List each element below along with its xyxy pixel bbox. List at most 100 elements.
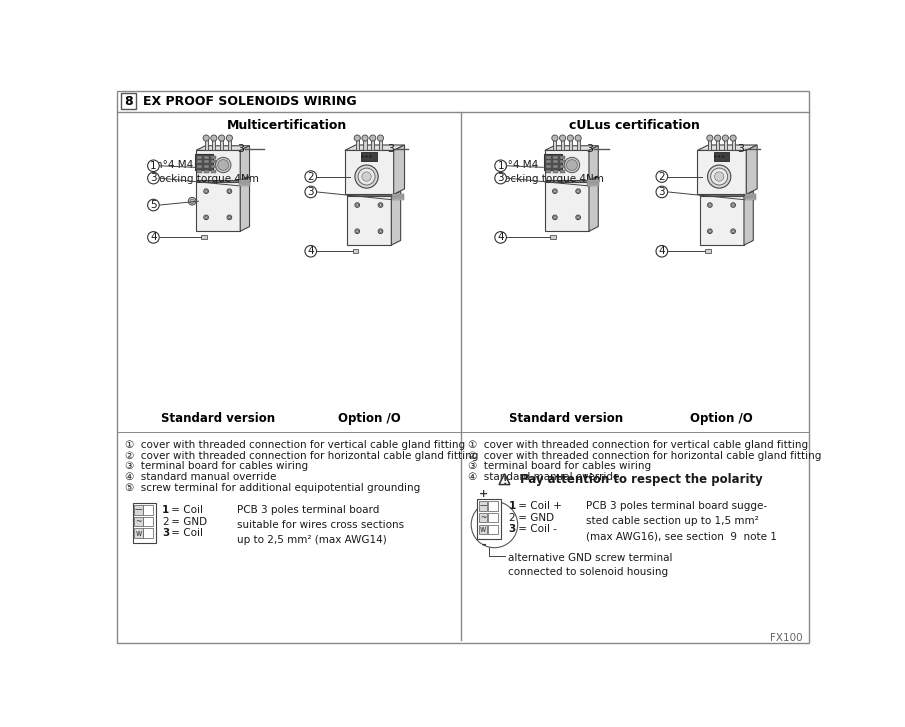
Circle shape	[656, 171, 668, 182]
Text: 1: 1	[150, 161, 157, 171]
FancyBboxPatch shape	[196, 156, 202, 159]
FancyBboxPatch shape	[239, 180, 251, 181]
Circle shape	[362, 172, 371, 181]
Polygon shape	[545, 177, 598, 182]
Text: ~: ~	[480, 513, 486, 522]
FancyBboxPatch shape	[392, 198, 404, 199]
Text: 3: 3	[586, 144, 594, 154]
FancyBboxPatch shape	[479, 513, 488, 522]
Polygon shape	[698, 145, 757, 150]
FancyBboxPatch shape	[392, 196, 404, 197]
FancyBboxPatch shape	[553, 156, 558, 159]
Text: 3: 3	[509, 524, 516, 534]
FancyBboxPatch shape	[587, 181, 599, 182]
Polygon shape	[589, 145, 598, 180]
Polygon shape	[348, 196, 391, 245]
FancyBboxPatch shape	[134, 505, 143, 515]
Text: 3: 3	[237, 144, 244, 154]
Polygon shape	[391, 191, 401, 245]
Polygon shape	[240, 177, 250, 231]
Text: = Coil: = Coil	[168, 528, 203, 538]
FancyBboxPatch shape	[553, 138, 557, 150]
FancyBboxPatch shape	[211, 161, 216, 164]
FancyBboxPatch shape	[196, 169, 202, 173]
Circle shape	[495, 160, 507, 172]
FancyBboxPatch shape	[546, 165, 551, 168]
Circle shape	[731, 229, 736, 233]
FancyBboxPatch shape	[544, 154, 562, 169]
FancyBboxPatch shape	[587, 183, 599, 184]
FancyBboxPatch shape	[488, 513, 499, 522]
FancyBboxPatch shape	[745, 197, 757, 198]
FancyBboxPatch shape	[745, 195, 757, 196]
Circle shape	[148, 160, 159, 172]
FancyBboxPatch shape	[479, 525, 488, 534]
Text: Option /O: Option /O	[691, 411, 753, 425]
Circle shape	[495, 172, 507, 184]
Polygon shape	[345, 145, 405, 150]
FancyBboxPatch shape	[576, 138, 580, 150]
Circle shape	[715, 156, 716, 157]
FancyBboxPatch shape	[196, 165, 202, 168]
Text: FX100: FX100	[770, 632, 803, 643]
Polygon shape	[700, 191, 753, 196]
FancyBboxPatch shape	[587, 182, 599, 183]
Polygon shape	[348, 191, 401, 196]
Circle shape	[715, 172, 724, 181]
Text: 8: 8	[124, 95, 133, 108]
Text: ③  terminal board for cables wiring: ③ terminal board for cables wiring	[125, 462, 308, 472]
Circle shape	[576, 189, 580, 193]
Circle shape	[218, 160, 229, 170]
Circle shape	[576, 216, 579, 219]
Circle shape	[305, 246, 317, 257]
FancyBboxPatch shape	[488, 525, 499, 534]
FancyBboxPatch shape	[745, 193, 757, 194]
Polygon shape	[589, 177, 598, 231]
Circle shape	[554, 190, 557, 193]
Text: 3: 3	[387, 144, 394, 154]
Text: n°4 M4
locking torque 4Nm: n°4 M4 locking torque 4Nm	[500, 161, 604, 185]
FancyBboxPatch shape	[714, 152, 729, 161]
FancyBboxPatch shape	[587, 180, 599, 181]
FancyBboxPatch shape	[553, 165, 558, 168]
Text: —: —	[135, 505, 142, 515]
Text: Option /O: Option /O	[338, 411, 400, 425]
Text: -: -	[481, 539, 485, 550]
Circle shape	[552, 135, 558, 141]
Text: cULus certification: cULus certification	[569, 119, 700, 132]
Circle shape	[204, 215, 208, 220]
Circle shape	[362, 135, 368, 141]
Circle shape	[575, 135, 581, 141]
FancyBboxPatch shape	[745, 194, 757, 195]
Text: Standard version: Standard version	[510, 411, 624, 425]
FancyBboxPatch shape	[561, 138, 564, 150]
Polygon shape	[240, 145, 250, 180]
Polygon shape	[700, 196, 744, 245]
FancyBboxPatch shape	[211, 169, 216, 173]
FancyBboxPatch shape	[134, 517, 143, 526]
Circle shape	[472, 502, 518, 547]
Text: n°4 M4
locking torque 4Nm: n°4 M4 locking torque 4Nm	[156, 161, 259, 185]
FancyBboxPatch shape	[745, 199, 757, 200]
FancyBboxPatch shape	[559, 165, 565, 168]
FancyBboxPatch shape	[745, 198, 757, 199]
FancyBboxPatch shape	[569, 138, 572, 150]
FancyBboxPatch shape	[488, 502, 499, 511]
FancyBboxPatch shape	[392, 194, 404, 195]
Polygon shape	[394, 145, 405, 194]
FancyBboxPatch shape	[196, 161, 202, 164]
Circle shape	[362, 156, 364, 157]
Circle shape	[708, 203, 712, 207]
Circle shape	[227, 189, 232, 193]
Circle shape	[732, 230, 734, 233]
Circle shape	[730, 135, 737, 141]
Circle shape	[369, 156, 371, 157]
Text: Multicertification: Multicertification	[226, 119, 347, 132]
Circle shape	[227, 215, 232, 220]
Text: 2: 2	[509, 513, 515, 523]
Circle shape	[305, 186, 317, 198]
Text: PCB 3 poles terminal board sugge-
sted cable section up to 1,5 mm²
(max AWG16), : PCB 3 poles terminal board sugge- sted c…	[586, 502, 776, 541]
Circle shape	[576, 215, 580, 220]
Polygon shape	[196, 182, 240, 231]
Circle shape	[228, 190, 231, 193]
